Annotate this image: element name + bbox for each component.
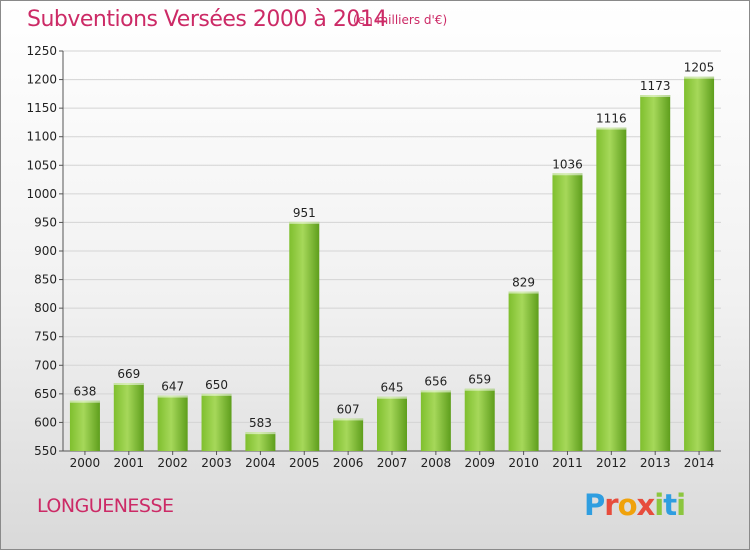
x-tick-label-2007: 2007 (377, 456, 408, 470)
bar-highlight-2000 (69, 400, 100, 403)
y-tick-label: 1050 (26, 158, 57, 172)
y-tick-label: 1100 (26, 130, 57, 144)
chart-subtitle: (en milliers d'€) (353, 13, 448, 27)
value-label-2010: 829 (512, 276, 535, 290)
x-tick-label-2004: 2004 (245, 456, 276, 470)
y-tick-label: 1250 (26, 44, 57, 58)
bar-2009 (464, 388, 495, 451)
bar-2007 (377, 396, 407, 451)
bar-highlight-2002 (157, 395, 188, 398)
bar-2014 (684, 76, 715, 451)
bar-2003 (201, 393, 232, 451)
y-tick-label: 750 (34, 330, 57, 344)
value-label-2007: 645 (381, 381, 404, 395)
bar-2013 (640, 95, 671, 451)
value-label-2008: 656 (424, 374, 447, 388)
bar-highlight-2005 (289, 221, 320, 224)
x-tick-label-2009: 2009 (464, 456, 495, 470)
y-tick-label: 950 (34, 215, 57, 229)
value-label-2002: 647 (161, 380, 184, 394)
y-tick-label: 850 (34, 273, 57, 287)
value-label-2006: 607 (337, 402, 360, 416)
x-tick-label-2010: 2010 (508, 456, 539, 470)
y-tick-label: 1150 (26, 101, 57, 115)
y-tick-label: 800 (34, 301, 57, 315)
y-tick-label: 550 (34, 444, 57, 458)
value-label-2004: 583 (249, 416, 272, 430)
value-label-2012: 1116 (596, 112, 627, 126)
value-label-2001: 669 (117, 367, 140, 381)
axes: 550 600 650 700 750 800 850 900 950 1000 1050 1100 1… (26, 44, 721, 470)
value-labels: 638 669 647 650 583 951 607 645 656 659 829 1036 111… (73, 61, 714, 430)
x-tick-label-2000: 2000 (70, 456, 101, 470)
bar-highlight-2001 (113, 383, 144, 385)
x-tick-label-2003: 2003 (201, 456, 232, 470)
x-tick-label-2013: 2013 (640, 456, 671, 470)
proxiti-logo[interactable]: Proxiti (584, 488, 686, 522)
y-tick-label: 700 (34, 358, 57, 372)
x-tick-label-2006: 2006 (333, 456, 364, 470)
bar-highlight-2010 (508, 291, 539, 294)
y-tick-label: 600 (34, 415, 57, 429)
bar-2000 (69, 400, 100, 451)
value-label-2011: 1036 (552, 157, 583, 171)
bar-2012 (596, 127, 627, 452)
bar-2011 (552, 173, 583, 452)
y-tick-label: 1000 (26, 187, 57, 201)
bar-2008 (420, 390, 451, 451)
bar-highlight-2006 (333, 418, 364, 421)
bar-highlight-2009 (464, 388, 495, 391)
x-tick-label-2012: 2012 (596, 456, 627, 470)
value-label-2009: 659 (468, 373, 491, 387)
x-tick-label-2002: 2002 (157, 456, 188, 470)
bar-2002 (157, 395, 188, 451)
bar-2001 (113, 383, 144, 451)
x-tick-label-2011: 2011 (552, 456, 583, 470)
bar-2004 (245, 432, 276, 451)
commune-name: LONGUENESSE (37, 495, 174, 517)
bar-highlight-2013 (640, 95, 671, 97)
value-label-2005: 951 (293, 206, 316, 220)
value-label-2003: 650 (205, 378, 228, 392)
y-tick-label: 650 (34, 387, 57, 401)
bar-2005 (289, 221, 320, 451)
x-tick-label-2005: 2005 (289, 456, 320, 470)
bar-highlight-2012 (596, 127, 627, 130)
bar-highlight-2004 (245, 432, 276, 435)
y-tick-label: 1200 (26, 73, 57, 87)
bar-highlight-2007 (377, 396, 407, 399)
y-tick-label: 900 (34, 244, 57, 258)
x-tick-label-2014: 2014 (684, 456, 715, 470)
value-label-2000: 638 (73, 385, 96, 399)
bar-highlight-2011 (552, 173, 583, 176)
bars (69, 76, 715, 452)
x-tick-label-2008: 2008 (421, 456, 452, 470)
bar-2010 (508, 291, 539, 451)
value-label-2013: 1173 (640, 79, 671, 93)
chart-title: Subventions Versées 2000 à 2014 (27, 7, 387, 32)
bar-highlight-2014 (684, 76, 715, 79)
value-label-2014: 1205 (684, 61, 715, 75)
bar-2006 (333, 418, 364, 451)
bar-highlight-2008 (420, 390, 451, 393)
x-tick-label-2001: 2001 (114, 456, 145, 470)
bar-highlight-2003 (201, 393, 232, 396)
